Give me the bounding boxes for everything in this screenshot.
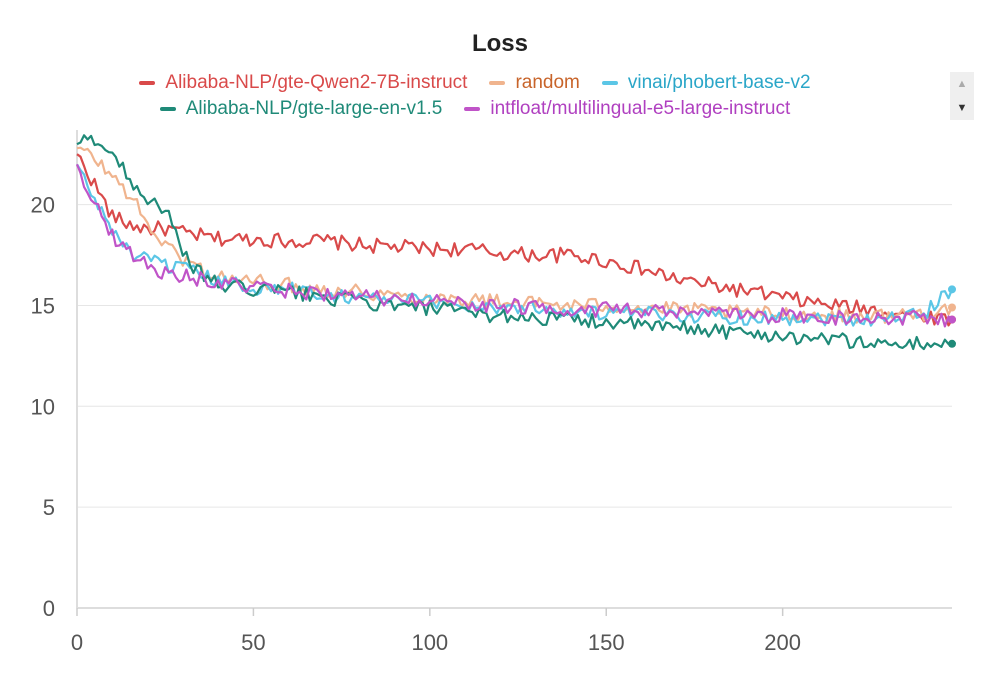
- series-end-marker: [948, 339, 956, 348]
- legend-label: intfloat/multilingual-e5-large-instruct: [490, 98, 791, 119]
- legend-row: Alibaba-NLP/gte-large-en-v1.5 intfloat/mu…: [0, 98, 950, 120]
- y-tick-label: 20: [31, 193, 55, 218]
- series-line: [76, 163, 954, 327]
- x-tick-label: 100: [411, 630, 448, 655]
- x-tick-label: 200: [764, 630, 801, 655]
- y-tick-label: 5: [43, 495, 55, 520]
- y-tick-label: 15: [31, 293, 55, 318]
- legend-item[interactable]: Alibaba-NLP/gte-large-en-v1.5: [159, 98, 443, 120]
- legend-item[interactable]: random: [489, 72, 580, 94]
- series-line: [75, 163, 953, 328]
- legend-swatch: [159, 107, 176, 111]
- series-end-marker: [948, 315, 956, 324]
- series-end-marker: [948, 285, 956, 294]
- y-tick-label: 0: [43, 596, 55, 621]
- legend-swatch: [489, 81, 506, 85]
- scroll-down-icon[interactable]: ▼: [956, 102, 968, 114]
- x-tick-label: 50: [241, 630, 265, 655]
- y-tick-label: 10: [31, 394, 55, 419]
- legend-label: vinai/phobert-base-v2: [627, 72, 811, 93]
- legend-swatch: [464, 107, 481, 111]
- legend-item[interactable]: Alibaba-NLP/gte-Qwen2-7B-instruct: [139, 72, 467, 94]
- legend-label: Alibaba-NLP/gte-Qwen2-7B-instruct: [165, 72, 468, 93]
- chart-title: Loss: [471, 30, 528, 57]
- legend-item[interactable]: vinai/phobert-base-v2: [601, 72, 811, 94]
- legend-swatch: [139, 81, 156, 85]
- scroll-up-icon[interactable]: ▲: [956, 78, 968, 90]
- legend-label: random: [515, 72, 580, 93]
- legend-row: Alibaba-NLP/gte-Qwen2-7B-instruct random v…: [0, 72, 950, 94]
- x-tick-label: 0: [71, 630, 83, 655]
- legend-label: Alibaba-NLP/gte-large-en-v1.5: [185, 98, 443, 119]
- legend-scrollbar[interactable]: ▲ ▼: [950, 72, 974, 120]
- series-line: [76, 146, 953, 324]
- legend-item[interactable]: intfloat/multilingual-e5-large-instruct: [464, 98, 790, 120]
- series-line: [76, 153, 953, 327]
- series-end-marker: [948, 303, 956, 312]
- legend-swatch: [601, 81, 618, 85]
- x-tick-label: 150: [588, 630, 625, 655]
